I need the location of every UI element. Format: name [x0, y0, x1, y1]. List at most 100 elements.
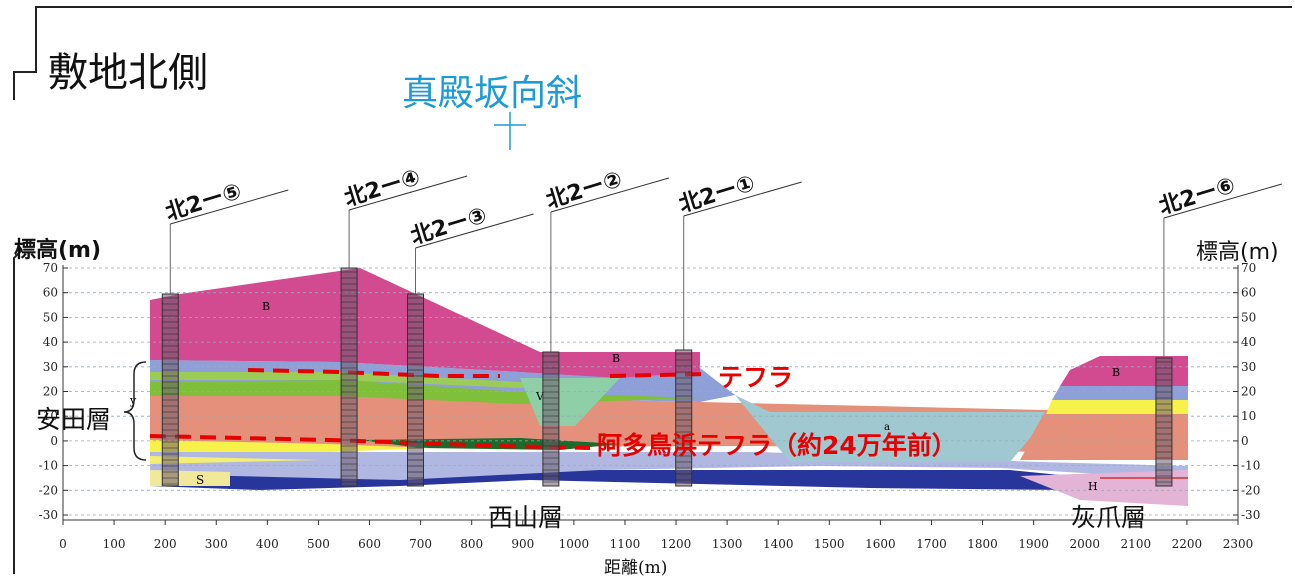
- x-tick-label: 200: [154, 537, 177, 551]
- x-tick-label: 1900: [1018, 537, 1049, 551]
- upper-frame-line: [13, 6, 1292, 100]
- x-ticks: 0 100 200 300 400 500 600 700 800 900 1000 1100 1200…: [59, 520, 1253, 551]
- x-tick-label: 2300: [1223, 537, 1254, 551]
- y-tick-label: 30: [43, 360, 58, 374]
- ata-tephra-label: 阿多鳥浜テフラ（約24万年前）: [597, 431, 957, 460]
- x-tick-label: 800: [460, 537, 483, 551]
- x-tick-label: 900: [511, 537, 534, 551]
- y-tick-label: 30: [1241, 360, 1256, 374]
- borehole-label: 北2ー①: [676, 171, 758, 218]
- borehole-column: [407, 293, 424, 487]
- x-tick-label: 1400: [763, 537, 794, 551]
- y-ticks-right: 70 60 50 40 30 20 10 0 -10 -20 -30: [1233, 261, 1260, 522]
- yasuda-brace: [123, 361, 147, 461]
- y-tick-label: -10: [39, 459, 58, 473]
- borehole-label-underline: [550, 177, 670, 213]
- syncline-label: 真殿坂向斜: [402, 73, 583, 114]
- tephra-line: [247, 368, 711, 378]
- y-tick-label: 0: [50, 434, 58, 448]
- y-axis-label-right: 標高(m): [1196, 240, 1279, 265]
- y-tick-label: 60: [1241, 286, 1256, 300]
- y-tick-label: -20: [1241, 483, 1260, 497]
- nishiyama-formation-label: 西山層: [488, 503, 564, 532]
- borehole-label-underline: [170, 189, 289, 225]
- unit-letter-s: S: [196, 473, 204, 487]
- y-tick-label: 40: [43, 335, 58, 349]
- borehole-column: [542, 351, 560, 487]
- borehole-label: 北2ー⑤: [163, 179, 245, 226]
- y-tick-label: 70: [43, 261, 58, 275]
- unit-letter-h: H: [1088, 480, 1098, 493]
- x-tick-label: 2200: [1172, 537, 1203, 551]
- x-tick-label: 2000: [1069, 537, 1100, 551]
- y-tick-label: 20: [1241, 385, 1256, 399]
- y-tick-label: 20: [43, 385, 58, 399]
- borehole-label: 北2ー④: [342, 165, 424, 212]
- x-tick-label: 2100: [1121, 537, 1152, 551]
- unit-letter-y: y: [129, 394, 137, 407]
- x-tick-label: 1800: [967, 537, 998, 551]
- x-tick-label: 1500: [814, 537, 845, 551]
- right-yellow-layer: [1046, 400, 1188, 414]
- x-tick-label: 100: [103, 537, 126, 551]
- x-tick-label: 500: [307, 537, 330, 551]
- right-orange-layer: [1020, 414, 1188, 460]
- x-tick-label: 1300: [712, 537, 743, 551]
- y-tick-label: -10: [1241, 459, 1260, 473]
- y-tick-label: 10: [1241, 409, 1256, 423]
- unit-b-left: [150, 268, 700, 378]
- x-tick-label: 600: [358, 537, 381, 551]
- borehole-label-underline: [1163, 183, 1283, 219]
- x-tick-label: 1700: [916, 537, 947, 551]
- x-tick-label: 1100: [610, 537, 641, 551]
- yasuda-formation-label: 安田層: [36, 405, 112, 434]
- y-tick-label: -30: [1241, 508, 1260, 522]
- x-tick-label: 1600: [865, 537, 896, 551]
- y-ticks-left: 70 60 50 40 30 20 10 0 -10 -20 -30: [39, 261, 68, 522]
- x-tick-label: 300: [205, 537, 228, 551]
- borehole-label: 北2ー③: [408, 203, 490, 250]
- unit-letter-v: V: [535, 390, 545, 403]
- yellow-band-2: [150, 456, 320, 464]
- borehole-column: [161, 293, 179, 487]
- y-tick-label: 40: [1241, 335, 1256, 349]
- lower-frame-line: [13, 249, 23, 574]
- haizume-formation-label: 灰爪層: [1071, 503, 1147, 532]
- grid-lines: [63, 267, 1238, 516]
- borehole-label: 北2ー⑥: [1156, 173, 1238, 220]
- y-tick-label: 10: [43, 409, 58, 423]
- x-tick-label: 400: [256, 537, 279, 551]
- unit-a-alluvium: [735, 395, 1045, 462]
- tephra-label: テフラ: [718, 363, 794, 392]
- y-tick-label: 50: [1241, 310, 1256, 324]
- y-axis-label-left: 標高(m): [14, 238, 102, 263]
- axes: [62, 265, 1239, 521]
- unit-h: [1020, 470, 1188, 506]
- borehole-label-underline: [683, 181, 802, 217]
- yellow-band: [150, 440, 430, 452]
- y-tick-label: 60: [43, 286, 58, 300]
- y-tick-label: 0: [1241, 434, 1249, 448]
- borehole-label: 北2ー②: [543, 167, 625, 214]
- borehole-label-underline: [415, 213, 534, 249]
- unit-letter-a: a: [884, 422, 890, 433]
- x-tick-label: 700: [409, 537, 432, 551]
- x-tick-label: 0: [59, 537, 67, 551]
- y-tick-label: -20: [39, 483, 58, 497]
- unit-letter-b-middle: B: [612, 352, 620, 365]
- unit-letter-b-left: B: [262, 300, 270, 313]
- syncline-marker: [494, 112, 526, 150]
- page-title: 敷地北側: [48, 50, 208, 96]
- x-axis-label: 距離(m): [604, 558, 668, 578]
- right-blue-layer: [1052, 386, 1188, 400]
- borehole-label-underline: [348, 175, 468, 211]
- x-tick-label: 1200: [661, 537, 692, 551]
- geology-layers: [150, 268, 1188, 506]
- y-tick-label: 70: [1241, 261, 1256, 275]
- borehole-column: [675, 349, 693, 487]
- y-tick-label: -30: [39, 508, 58, 522]
- unit-letter-b-right: B: [1112, 366, 1120, 379]
- x-tick-label: 1000: [559, 537, 590, 551]
- y-tick-label: 50: [43, 310, 58, 324]
